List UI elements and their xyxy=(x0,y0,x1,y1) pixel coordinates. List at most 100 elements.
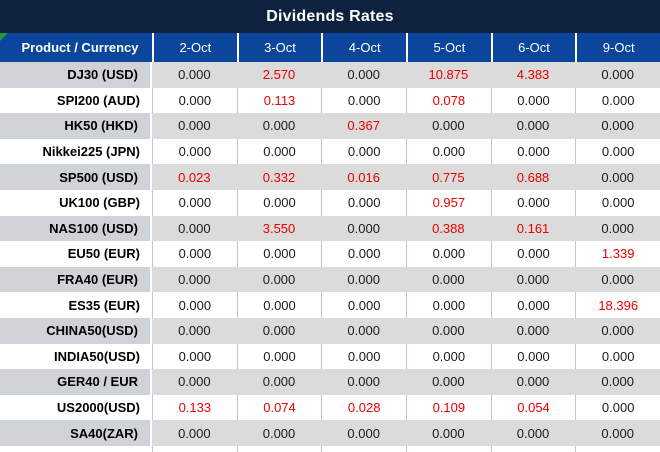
date-header: 6-Oct xyxy=(490,33,576,62)
product-label: FRA40 (EUR) xyxy=(0,266,152,293)
dividend-value: 0.000 xyxy=(490,266,576,293)
product-label: UK100 (GBP) xyxy=(0,189,152,216)
product-currency-header-label: Product / Currency xyxy=(21,40,139,55)
product-label: CHINA50(USD) xyxy=(0,317,152,344)
dividend-value: 0.000 xyxy=(490,87,576,114)
dividend-value: 0.000 xyxy=(575,113,660,139)
product-label: SPI200 (AUD) xyxy=(0,87,152,114)
dividend-value: 0.000 xyxy=(321,343,407,370)
dividend-value: 0.000 xyxy=(406,113,491,139)
table-row: US2000(USD) 0.133 0.074 0.028 0.109 0.054 0.00… xyxy=(0,394,660,421)
table-row: SP500 (USD) 0.023 0.332 0.016 0.775 0.688 0.00… xyxy=(0,164,660,190)
dividend-value: 0.000 xyxy=(152,343,237,370)
dividend-value: 0.367 xyxy=(321,113,407,139)
date-header: 2-Oct xyxy=(152,33,237,62)
dividend-value: 18.396 xyxy=(575,292,660,318)
dividend-value: 3.550 xyxy=(236,215,322,242)
dividend-value: 0.000 xyxy=(152,138,237,165)
product-currency-header: Product / Currency xyxy=(0,33,152,62)
dividend-value: 0.000 xyxy=(321,369,407,395)
date-header: 5-Oct xyxy=(406,33,491,62)
table-row: EU50 (EUR) 0.000 0.000 0.000 0.000 0.000 1.339 xyxy=(0,241,660,267)
dividend-value: 10.875 xyxy=(406,62,491,88)
page-title: Dividends Rates xyxy=(266,7,394,25)
dividend-value: 0.000 xyxy=(152,241,237,267)
table-row: ES35 (EUR) 0.000 0.000 0.000 0.000 0.000 18.39… xyxy=(0,292,660,318)
date-header: 9-Oct xyxy=(575,33,660,62)
dividend-value: 0.000 xyxy=(575,87,660,114)
partial-next-row xyxy=(0,445,660,452)
dividend-value: 0.000 xyxy=(152,369,237,395)
date-header: 4-Oct xyxy=(321,33,406,62)
date-header: 3-Oct xyxy=(236,33,322,62)
green-corner-marker-icon xyxy=(0,33,8,41)
dividend-value: 0.000 xyxy=(575,394,660,421)
dividend-value: 0.000 xyxy=(406,292,491,318)
dividend-value: 0.000 xyxy=(321,87,407,114)
dividend-value: 0.775 xyxy=(406,164,491,190)
table-row: HK50 (HKD) 0.000 0.000 0.367 0.000 0.000 0.000 xyxy=(0,113,660,139)
dividend-value: 0.000 xyxy=(575,138,660,165)
product-label: NAS100 (USD) xyxy=(0,215,152,242)
dividend-value: 0.000 xyxy=(490,292,576,318)
dividend-value: 0.054 xyxy=(490,394,576,421)
dividend-value: 0.000 xyxy=(152,189,237,216)
dividend-value: 0.000 xyxy=(321,62,407,88)
table-row: DJ30 (USD) 0.000 2.570 0.000 10.875 4.383 0.00… xyxy=(0,62,660,88)
dividend-value: 0.000 xyxy=(152,420,237,446)
dividend-value: 0.000 xyxy=(321,266,407,293)
product-label: US2000(USD) xyxy=(0,394,152,421)
table-row: SA40(ZAR) 0.000 0.000 0.000 0.000 0.000 0.000 xyxy=(0,420,660,446)
table-row: GER40 / EUR 0.000 0.000 0.000 0.000 0.000 0.00… xyxy=(0,369,660,395)
dividend-value: 4.383 xyxy=(490,62,576,88)
table-title-bar: Dividends Rates xyxy=(0,0,660,33)
dividend-value: 0.000 xyxy=(152,292,237,318)
dividend-value: 0.000 xyxy=(321,420,407,446)
dividend-value: 0.000 xyxy=(406,343,491,370)
table-row: NAS100 (USD) 0.000 3.550 0.000 0.388 0.161 0.0… xyxy=(0,215,660,242)
dividend-value: 0.000 xyxy=(406,420,491,446)
dividend-value: 0.000 xyxy=(406,138,491,165)
dividend-value: 1.339 xyxy=(575,241,660,267)
dividend-value: 0.074 xyxy=(236,394,322,421)
table-body: DJ30 (USD) 0.000 2.570 0.000 10.875 4.383 0.00… xyxy=(0,62,660,446)
dividend-value: 0.109 xyxy=(406,394,491,421)
dividend-value: 0.113 xyxy=(236,87,322,114)
dividend-value: 0.000 xyxy=(490,317,576,344)
dividend-value: 0.000 xyxy=(575,343,660,370)
product-label: GER40 / EUR xyxy=(0,369,152,395)
dividend-value: 0.000 xyxy=(152,62,237,88)
dividend-value: 0.000 xyxy=(236,266,322,293)
dividend-value: 0.161 xyxy=(490,215,576,242)
product-label: EU50 (EUR) xyxy=(0,241,152,267)
product-label: ES35 (EUR) xyxy=(0,292,152,318)
dividend-value: 0.000 xyxy=(575,189,660,216)
dividend-value: 0.000 xyxy=(152,317,237,344)
dividend-value: 0.000 xyxy=(406,241,491,267)
dividend-value: 0.000 xyxy=(490,369,576,395)
dividend-value: 0.000 xyxy=(236,113,322,139)
dividend-value: 0.000 xyxy=(321,292,407,318)
dividend-value: 2.570 xyxy=(236,62,322,88)
dividend-value: 0.000 xyxy=(575,164,660,190)
product-label: HK50 (HKD) xyxy=(0,113,152,139)
dividend-value: 0.000 xyxy=(490,241,576,267)
dividend-value: 0.000 xyxy=(236,343,322,370)
table-row: FRA40 (EUR) 0.000 0.000 0.000 0.000 0.000 0.00… xyxy=(0,266,660,293)
dividend-value: 0.000 xyxy=(490,343,576,370)
dividend-value: 0.000 xyxy=(490,420,576,446)
product-label: SA40(ZAR) xyxy=(0,420,152,446)
partial-product-cell xyxy=(0,445,152,452)
dividend-value: 0.000 xyxy=(152,87,237,114)
dividend-value: 0.000 xyxy=(321,215,407,242)
dividend-value: 0.000 xyxy=(236,317,322,344)
dividend-value: 0.000 xyxy=(236,369,322,395)
dividend-value: 0.000 xyxy=(321,317,407,344)
dividend-value: 0.388 xyxy=(406,215,491,242)
dividend-value: 0.000 xyxy=(490,113,576,139)
dividend-value: 0.000 xyxy=(236,420,322,446)
dividend-value: 0.000 xyxy=(490,138,576,165)
dividend-value: 0.000 xyxy=(575,215,660,242)
dividend-value: 0.016 xyxy=(321,164,407,190)
